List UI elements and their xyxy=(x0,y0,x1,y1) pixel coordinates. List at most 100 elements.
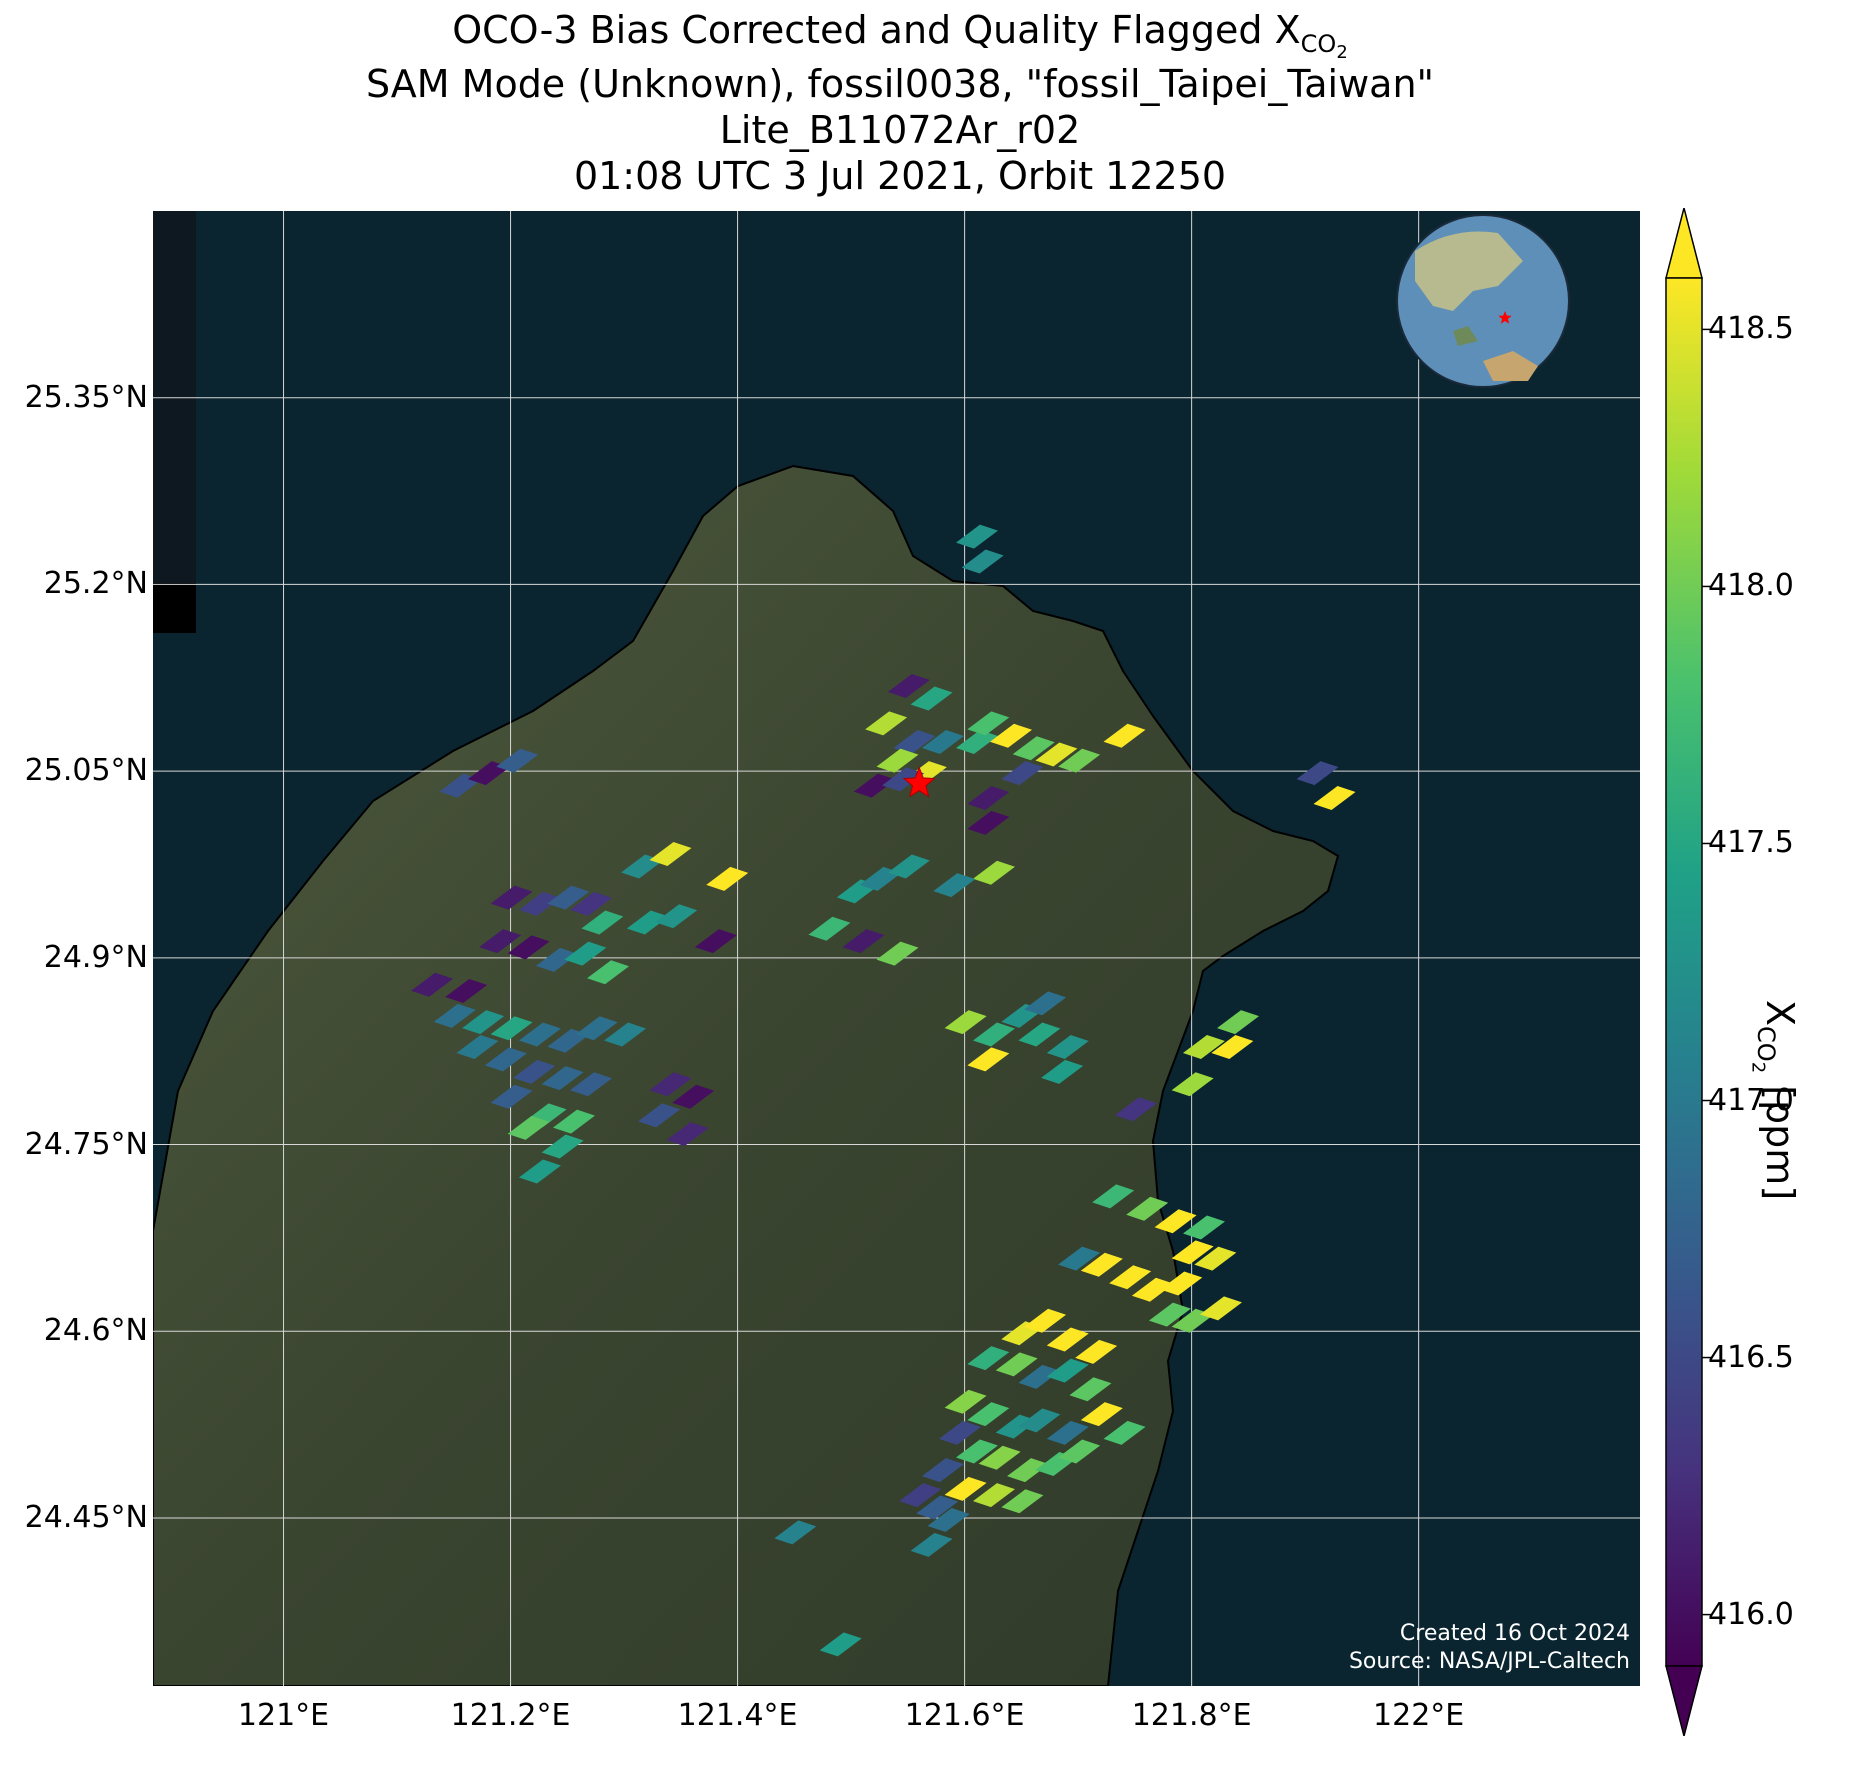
xco2-footprint xyxy=(853,773,896,798)
xco2-footprint xyxy=(1217,1010,1260,1035)
xco2-footprint xyxy=(967,1346,1010,1371)
title-subsub: 2 xyxy=(1336,41,1348,63)
colorbar-ticks xyxy=(1702,328,1712,1616)
xco2-footprint xyxy=(649,1072,692,1097)
xco2-footprint xyxy=(655,904,698,929)
title-sub: CO xyxy=(1300,29,1337,58)
xco2-footprint xyxy=(1313,786,1356,811)
xco2-footprint xyxy=(1080,1252,1123,1277)
colorbar-title: XCO2 [ppm] xyxy=(1748,1000,1802,1200)
xco2-footprint xyxy=(910,1532,953,1557)
xco2-footprint xyxy=(1001,761,1044,786)
xco2-footprint xyxy=(933,873,976,898)
lat-tick-label: 24.6°N xyxy=(43,1313,148,1349)
xco2-footprint xyxy=(972,1483,1015,1508)
xco2-footprint xyxy=(1171,1240,1214,1265)
xco2-footprint xyxy=(876,748,919,773)
credits: Created 16 Oct 2024 Source: NASA/JPL-Cal… xyxy=(1349,1620,1630,1676)
title-line-1: OCO-3 Bias Corrected and Quality Flagged… xyxy=(0,8,1800,74)
xco2-footprint xyxy=(445,978,488,1003)
xco2-footprint xyxy=(955,730,998,755)
red-star-icon xyxy=(902,766,936,798)
xco2-footprint xyxy=(1103,723,1146,748)
lat-tick-label: 24.75°N xyxy=(24,1126,148,1162)
xco2-footprint xyxy=(564,941,607,966)
xco2-footprint xyxy=(944,1010,987,1035)
colorbar-tick-label: 417.0 xyxy=(1708,1082,1794,1118)
lat-tick-label: 25.35°N xyxy=(24,379,148,415)
xco2-footprint xyxy=(1035,742,1078,767)
xco2-footprint xyxy=(433,1003,476,1028)
xco2-footprint xyxy=(1046,1034,1089,1059)
xco2-footprint xyxy=(1092,1184,1135,1209)
xco2-footprint xyxy=(1182,1215,1225,1240)
xco2-footprint xyxy=(706,866,749,891)
xco2-footprint xyxy=(865,711,908,736)
xco2-footprint xyxy=(944,1389,987,1414)
xco2-footprint xyxy=(1103,1420,1146,1445)
xco2-footprint xyxy=(944,1476,987,1501)
colorbar-tick-label: 416.0 xyxy=(1708,1596,1794,1632)
xco2-footprint xyxy=(1109,1265,1152,1290)
xco2-footprint xyxy=(1024,1308,1067,1333)
xco2-footprint xyxy=(876,941,919,966)
lon-tick-label: 121.2°E xyxy=(450,1698,571,1733)
colorbar-extend-max xyxy=(1665,208,1703,279)
xco2-footprint xyxy=(774,1520,817,1545)
xco2-footprint xyxy=(995,1352,1038,1377)
xco2-footprint xyxy=(1001,1489,1044,1514)
lat-tick-label: 25.05°N xyxy=(24,753,148,789)
xco2-footprint xyxy=(808,916,851,941)
map-canvas xyxy=(153,211,1640,1686)
xco2-footprint xyxy=(955,524,998,549)
xco2-footprint xyxy=(518,1159,561,1184)
xco2-footprint xyxy=(882,767,925,792)
xco2-footprint xyxy=(672,1084,715,1109)
lon-tick-label: 121.4°E xyxy=(677,1698,798,1733)
xco2-footprint xyxy=(978,1445,1021,1470)
xco2-footprint xyxy=(1194,1246,1237,1271)
xco2-footprint xyxy=(990,723,1033,748)
xco2-footprint xyxy=(575,1016,618,1041)
xco2-footprint xyxy=(411,972,454,997)
xco2-footprint xyxy=(570,891,613,916)
xco2-footprint xyxy=(1018,1364,1061,1389)
xco2-footprint xyxy=(462,1010,505,1035)
colorbar-tick-label: 417.5 xyxy=(1708,825,1794,861)
map-panel[interactable]: Created 16 Oct 2024 Source: NASA/JPL-Cal… xyxy=(153,211,1640,1686)
globe-asia-land xyxy=(1415,231,1523,311)
xco2-footprint xyxy=(967,711,1010,736)
xco2-footprint xyxy=(910,686,953,711)
xco2-footprint xyxy=(456,1034,499,1059)
xco2-footprint xyxy=(1046,1358,1089,1383)
xco2-footprint xyxy=(1126,1196,1169,1221)
xco2-footprint xyxy=(552,1109,595,1134)
xco2-footprint xyxy=(938,1420,981,1445)
xco2-footprint xyxy=(1041,1059,1084,1084)
xco2-footprint xyxy=(507,935,550,960)
globe-star-icon xyxy=(1498,311,1512,324)
lat-tick-label: 24.45°N xyxy=(24,1499,148,1535)
xco2-footprint xyxy=(1046,1327,1089,1352)
xco2-footprint xyxy=(1075,1339,1118,1364)
xco2-footprint xyxy=(967,786,1010,811)
lon-tick-label: 121.8°E xyxy=(1131,1698,1252,1733)
xco2-footprint xyxy=(541,1066,584,1091)
xco2-footprint xyxy=(587,960,630,985)
source-credit: Source: NASA/JPL-Caltech xyxy=(1348,1649,1630,1674)
xco2-footprint xyxy=(1024,991,1067,1016)
xco2-footprint xyxy=(581,910,624,935)
xco2-footprint xyxy=(1080,1402,1123,1427)
created-date: Created 16 Oct 2024 xyxy=(1399,1621,1630,1646)
title-line-4: 01:08 UTC 3 Jul 2021, Orbit 12250 xyxy=(573,154,1227,198)
xco2-footprint xyxy=(1200,1296,1243,1321)
xco2-footprint xyxy=(518,891,561,916)
xco2-footprint xyxy=(1058,748,1101,773)
xco2-footprint xyxy=(490,885,533,910)
xco2-footprint xyxy=(496,748,539,773)
xco2-footprint xyxy=(1018,1022,1061,1047)
inset-globe xyxy=(1396,214,1570,388)
xco2-footprint xyxy=(570,1072,613,1097)
xco2-footprint xyxy=(1018,1408,1061,1433)
lon-tick-label: 122°E xyxy=(1373,1698,1465,1733)
